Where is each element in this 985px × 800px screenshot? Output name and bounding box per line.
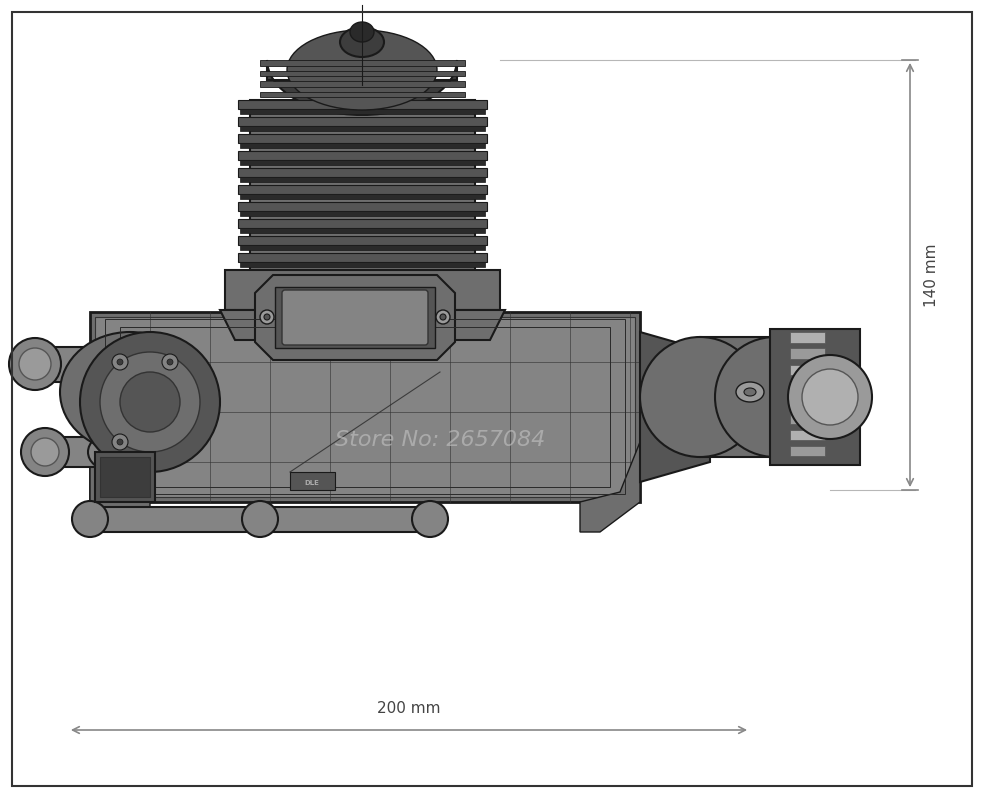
Bar [240,194,485,199]
Polygon shape [267,60,457,115]
Ellipse shape [120,372,180,432]
Bar [20,347,110,382]
Bar [790,348,825,359]
Polygon shape [90,442,150,532]
Bar [95,452,155,502]
Ellipse shape [100,352,200,452]
Bar [790,332,825,342]
Ellipse shape [31,438,59,466]
Ellipse shape [72,501,108,537]
Bar [120,327,610,487]
Bar [790,414,825,424]
Ellipse shape [242,501,278,537]
Text: Store No: 2657084: Store No: 2657084 [335,430,545,450]
Bar [238,219,487,228]
Ellipse shape [640,337,760,457]
Bar [240,109,485,114]
Bar [790,430,825,440]
Bar [240,228,485,233]
Bar [240,262,485,267]
Bar [105,319,625,494]
Bar [790,365,825,375]
Ellipse shape [412,501,448,537]
Bar [240,143,485,148]
Ellipse shape [744,388,756,396]
Bar [240,126,485,131]
Ellipse shape [788,355,872,439]
Bar [770,329,860,465]
Polygon shape [580,442,640,532]
Ellipse shape [112,354,128,370]
Bar [250,100,475,270]
Polygon shape [220,310,505,340]
Bar [90,507,260,532]
Bar [238,253,487,262]
Text: 200 mm: 200 mm [377,701,440,716]
Bar [240,177,485,182]
Bar [238,100,487,109]
Ellipse shape [350,22,374,42]
Text: DLE: DLE [304,480,319,486]
Bar [275,287,435,348]
Ellipse shape [264,314,270,320]
Bar [238,117,487,126]
Ellipse shape [436,310,450,324]
Bar [790,446,825,456]
Bar [95,317,635,497]
Bar [225,270,500,310]
Ellipse shape [19,348,51,380]
Ellipse shape [21,428,69,476]
Bar [238,236,487,245]
Bar [260,70,465,76]
Ellipse shape [88,434,132,470]
Ellipse shape [112,434,128,450]
Bar [30,437,115,467]
Bar [238,202,487,211]
Ellipse shape [340,27,384,57]
Ellipse shape [802,369,858,425]
Bar [238,134,487,143]
Bar [90,312,640,502]
Ellipse shape [117,359,123,365]
Bar [240,160,485,165]
Bar [238,151,487,160]
FancyBboxPatch shape [282,290,428,345]
Bar [240,245,485,250]
Polygon shape [255,275,455,360]
Ellipse shape [9,338,61,390]
Bar [100,457,150,497]
Ellipse shape [117,439,123,445]
Ellipse shape [167,359,173,365]
Ellipse shape [80,332,220,472]
Bar [260,81,465,86]
Bar [238,168,487,177]
Bar [790,381,825,391]
Ellipse shape [162,354,178,370]
Ellipse shape [736,382,764,402]
Bar [270,507,430,532]
Bar [790,397,825,407]
Bar [240,211,485,216]
Ellipse shape [260,310,274,324]
Ellipse shape [715,337,835,457]
Polygon shape [640,332,710,482]
Bar [290,472,335,490]
Bar [260,91,465,98]
Text: 140 mm: 140 mm [925,243,940,306]
Ellipse shape [287,30,437,110]
Bar [700,337,775,457]
Bar [260,60,465,66]
Bar [238,185,487,194]
Ellipse shape [440,314,446,320]
Ellipse shape [60,332,200,452]
